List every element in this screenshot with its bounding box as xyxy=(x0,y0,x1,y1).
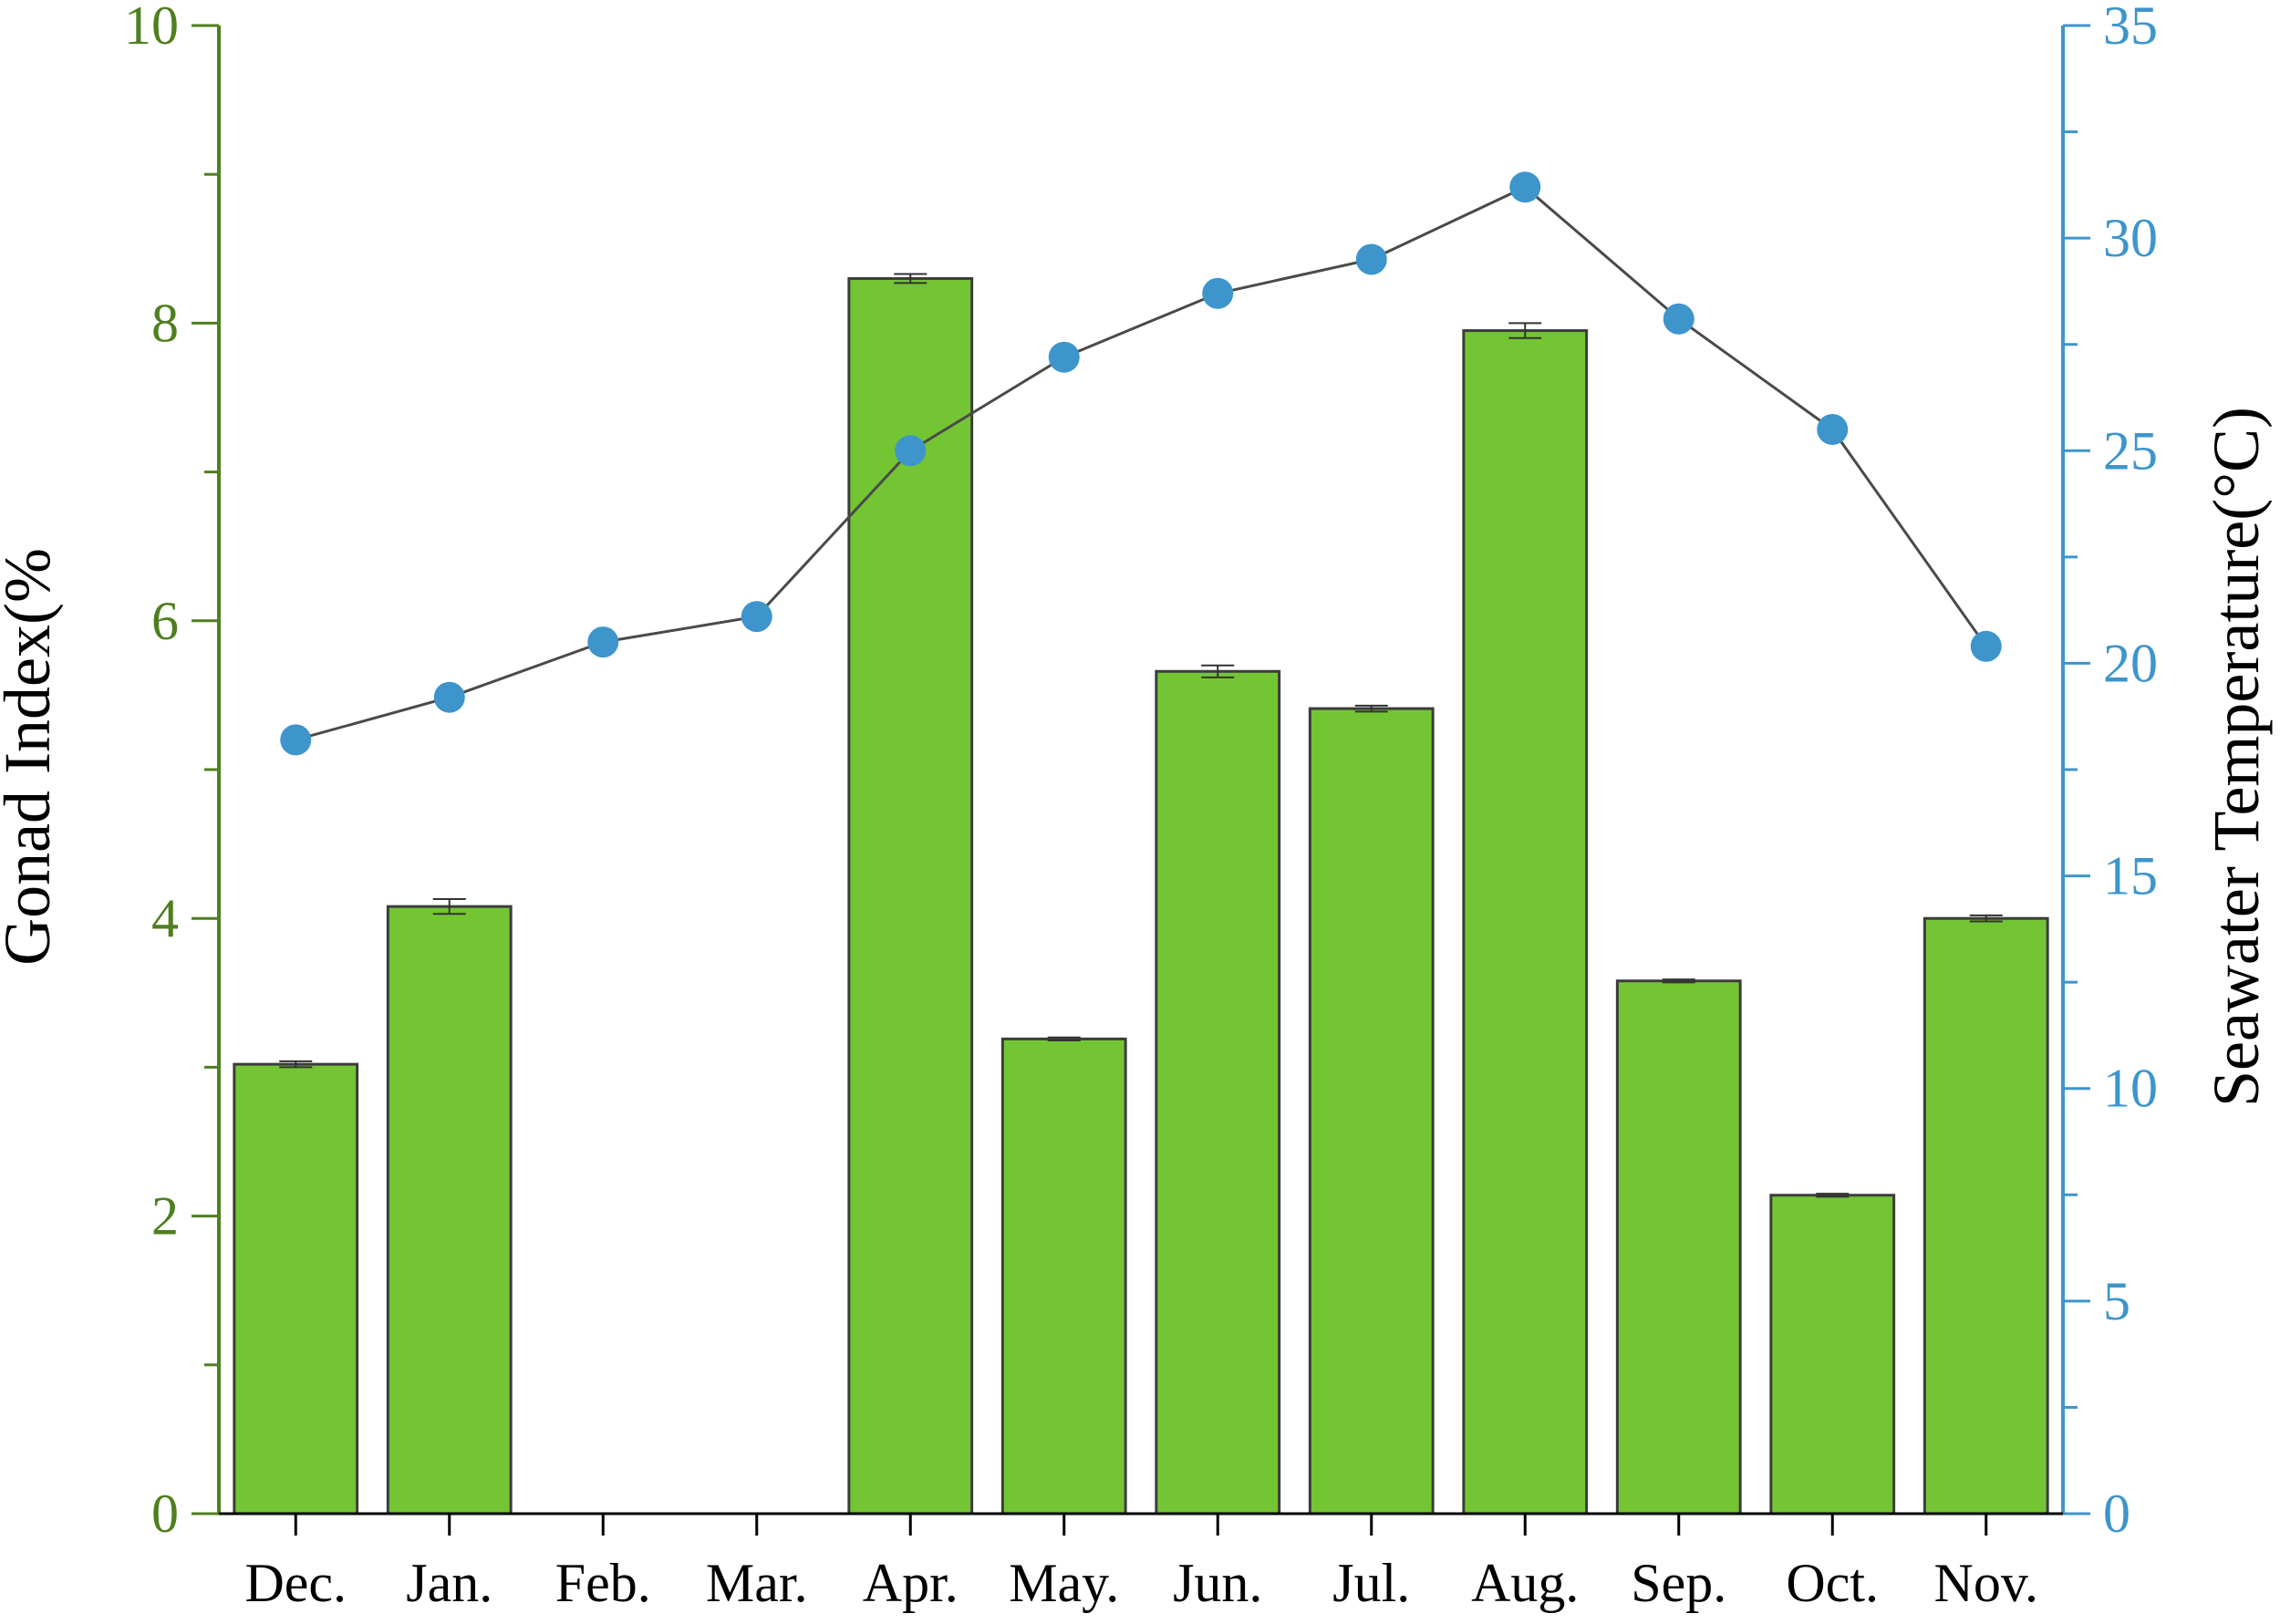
temperature-point-4 xyxy=(895,435,927,467)
bar-11 xyxy=(1922,916,2049,1515)
x-tick-label-11: Nov. xyxy=(1934,1553,2038,1613)
x-tick-label-3: Mar. xyxy=(706,1553,808,1613)
bar-10 xyxy=(1769,1194,1896,1515)
error-bar-10 xyxy=(1816,1193,1850,1198)
error-bar-4 xyxy=(894,273,928,284)
y-right-tick-label-6: 30 xyxy=(2103,208,2158,268)
bar-5 xyxy=(1000,1037,1127,1515)
y-right-tick-label-0: 0 xyxy=(2103,1484,2130,1544)
x-tick-label-9: Sep. xyxy=(1631,1553,1726,1613)
temperature-point-7 xyxy=(1355,243,1387,275)
bars-layer xyxy=(233,276,2049,1515)
temperature-line-layer xyxy=(280,171,2002,756)
bar-4 xyxy=(847,276,974,1515)
bar-1 xyxy=(386,905,513,1515)
y-right-tick-label-1: 5 xyxy=(2103,1271,2130,1331)
temperature-point-0 xyxy=(280,724,312,756)
x-tick-label-7: Jul. xyxy=(1332,1553,1410,1613)
x-tick-label-5: May. xyxy=(1009,1553,1119,1613)
error-bar-5 xyxy=(1047,1036,1081,1042)
y-left-tick-label-3: 6 xyxy=(151,591,179,651)
error-bar-9 xyxy=(1662,978,1695,984)
bar-7 xyxy=(1308,707,1435,1515)
x-tick-label-1: Jan. xyxy=(406,1553,492,1613)
temperature-point-9 xyxy=(1663,303,1694,335)
y-right-tick-label-4: 20 xyxy=(2103,633,2158,693)
temperature-point-3 xyxy=(741,601,772,633)
error-bar-8 xyxy=(1508,322,1542,339)
x-tick-label-2: Feb. xyxy=(555,1553,651,1613)
temperature-point-1 xyxy=(433,681,465,713)
y-left-tick-label-0: 0 xyxy=(151,1484,179,1544)
temperature-point-11 xyxy=(1970,630,2002,662)
y-right-tick-label-3: 15 xyxy=(2103,846,2158,906)
x-tick-label-10: Oct. xyxy=(1786,1553,1879,1613)
y-axis-right-title: Seawater Temperature(°C) xyxy=(2200,407,2273,1107)
y-left-tick-label-2: 4 xyxy=(151,888,179,948)
temperature-line xyxy=(295,185,1987,741)
x-tick-label-4: Apr. xyxy=(863,1553,959,1613)
error-bar-0 xyxy=(279,1060,313,1069)
error-bar-6 xyxy=(1201,664,1235,678)
temperature-point-5 xyxy=(1048,341,1080,373)
x-tick-label-0: Dec. xyxy=(244,1553,347,1613)
bar-6 xyxy=(1155,669,1281,1515)
bar-0 xyxy=(233,1062,359,1515)
temperature-point-10 xyxy=(1817,413,1849,445)
x-tick-label-8: Aug. xyxy=(1471,1553,1579,1613)
temperature-point-6 xyxy=(1202,277,1234,309)
bar-8 xyxy=(1462,329,1589,1515)
error-bar-1 xyxy=(432,897,466,915)
y-axis-left-title: Gonad Index(% xyxy=(0,548,64,966)
y-left-tick-label-1: 2 xyxy=(151,1186,179,1246)
y-right-tick-label-2: 10 xyxy=(2103,1059,2158,1119)
temperature-point-2 xyxy=(587,626,619,658)
error-bar-7 xyxy=(1354,704,1388,713)
bar-9 xyxy=(1615,979,1742,1515)
y-left-tick-label-5: 10 xyxy=(124,0,179,56)
error-bars-layer xyxy=(279,273,2003,1198)
y-right-tick-label-5: 25 xyxy=(2103,420,2158,481)
y-right-tick-label-7: 35 xyxy=(2103,0,2158,56)
y-left-tick-label-4: 8 xyxy=(151,293,179,353)
error-bar-11 xyxy=(1969,914,2003,923)
temperature-point-8 xyxy=(1509,171,1541,203)
axes-layer: 0 2 4 6 8 10 0 5 10 15 20 25 30 35 Dec. Jan. Feb. Mar. Apr… xyxy=(124,0,2158,1613)
x-tick-label-6: Jun. xyxy=(1173,1553,1262,1613)
